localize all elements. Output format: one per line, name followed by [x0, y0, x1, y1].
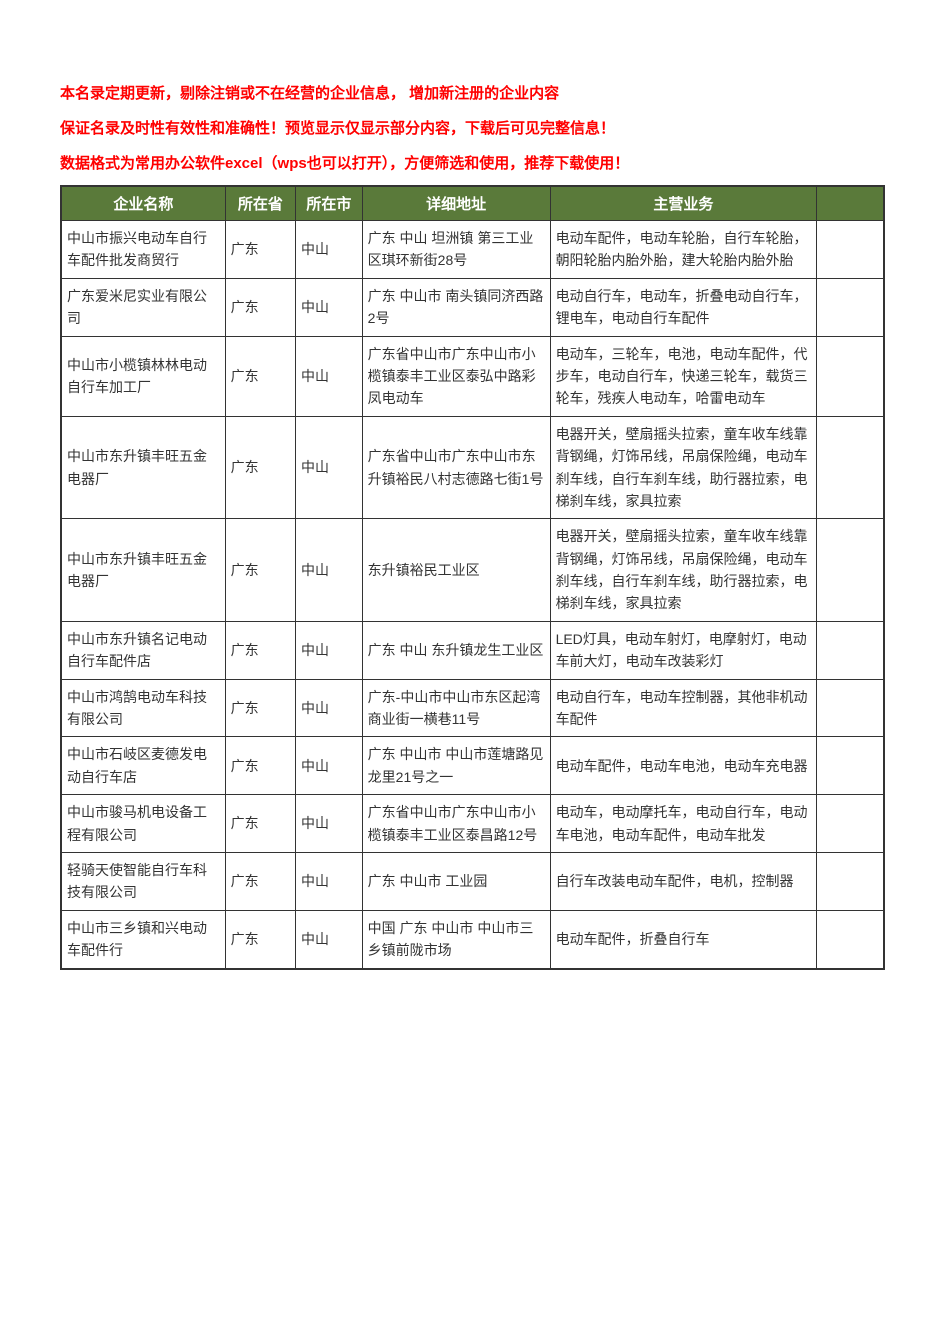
cell-name: 中山市骏马机电设备工程有限公司 — [62, 795, 226, 853]
table-row: 中山市东升镇丰旺五金电器厂广东中山广东省中山市广东中山市东升镇裕民八村志德路七街… — [62, 416, 884, 519]
cell-business: 电动车，三轮车，电池，电动车配件，代步车，电动自行车，快递三轮车，载货三轮车，残… — [550, 336, 817, 416]
cell-province: 广东 — [225, 852, 295, 910]
cell-address: 广东省中山市广东中山市东升镇裕民八村志德路七街1号 — [362, 416, 550, 519]
cell-business: 电动自行车，电动车控制器，其他非机动车配件 — [550, 679, 817, 737]
cell-address: 广东 中山市 工业园 — [362, 852, 550, 910]
cell-name: 轻骑天使智能自行车科技有限公司 — [62, 852, 226, 910]
cell-city: 中山 — [295, 278, 362, 336]
header-province: 所在省 — [225, 187, 295, 221]
table-row: 中山市骏马机电设备工程有限公司广东中山广东省中山市广东中山市小榄镇泰丰工业区泰昌… — [62, 795, 884, 853]
enterprise-table-container: 企业名称 所在省 所在市 详细地址 主营业务 中山市振兴电动车自行车配件批发商贸… — [60, 185, 885, 970]
cell-address: 广东 中山市 中山市莲塘路见龙里21号之一 — [362, 737, 550, 795]
cell-extra — [817, 278, 884, 336]
cell-city: 中山 — [295, 852, 362, 910]
cell-business: 电器开关，壁扇摇头拉索，童车收车线靠背钢绳，灯饰吊线，吊扇保险绳，电动车刹车线，… — [550, 519, 817, 622]
header-city: 所在市 — [295, 187, 362, 221]
cell-city: 中山 — [295, 795, 362, 853]
header-address: 详细地址 — [362, 187, 550, 221]
cell-extra — [817, 221, 884, 279]
cell-province: 广东 — [225, 416, 295, 519]
cell-city: 中山 — [295, 621, 362, 679]
table-header-row: 企业名称 所在省 所在市 详细地址 主营业务 — [62, 187, 884, 221]
cell-extra — [817, 852, 884, 910]
cell-province: 广东 — [225, 278, 295, 336]
cell-address: 广东 中山 坦洲镇 第三工业区琪环新街28号 — [362, 221, 550, 279]
cell-business: 电动自行车，电动车，折叠电动自行车，锂电车，电动自行车配件 — [550, 278, 817, 336]
table-row: 广东爱米尼实业有限公司广东中山广东 中山市 南头镇同济西路2号电动自行车，电动车… — [62, 278, 884, 336]
notice-line3: 数据格式为常用办公软件excel（wps也可以打开），方便筛选和使用，推荐下载使… — [60, 150, 885, 177]
table-row: 中山市东升镇名记电动自行车配件店广东中山广东 中山 东升镇龙生工业区LED灯具，… — [62, 621, 884, 679]
cell-business: 自行车改装电动车配件，电机，控制器 — [550, 852, 817, 910]
cell-name: 广东爱米尼实业有限公司 — [62, 278, 226, 336]
table-row: 中山市石岐区麦德发电动自行车店广东中山广东 中山市 中山市莲塘路见龙里21号之一… — [62, 737, 884, 795]
cell-name: 中山市东升镇丰旺五金电器厂 — [62, 519, 226, 622]
cell-name: 中山市三乡镇和兴电动车配件行 — [62, 910, 226, 968]
cell-name: 中山市东升镇丰旺五金电器厂 — [62, 416, 226, 519]
header-extra — [817, 187, 884, 221]
table-row: 中山市振兴电动车自行车配件批发商贸行广东中山广东 中山 坦洲镇 第三工业区琪环新… — [62, 221, 884, 279]
cell-extra — [817, 416, 884, 519]
cell-province: 广东 — [225, 221, 295, 279]
cell-extra — [817, 519, 884, 622]
cell-province: 广东 — [225, 336, 295, 416]
header-business: 主营业务 — [550, 187, 817, 221]
table-row: 中山市三乡镇和兴电动车配件行广东中山中国 广东 中山市 中山市三乡镇前陇市场电动… — [62, 910, 884, 968]
cell-address: 广东 中山市 南头镇同济西路2号 — [362, 278, 550, 336]
cell-extra — [817, 910, 884, 968]
cell-province: 广东 — [225, 737, 295, 795]
cell-address: 广东省中山市广东中山市小榄镇泰丰工业区泰昌路12号 — [362, 795, 550, 853]
cell-province: 广东 — [225, 519, 295, 622]
cell-extra — [817, 679, 884, 737]
cell-city: 中山 — [295, 336, 362, 416]
cell-province: 广东 — [225, 910, 295, 968]
cell-city: 中山 — [295, 519, 362, 622]
cell-province: 广东 — [225, 621, 295, 679]
cell-province: 广东 — [225, 679, 295, 737]
cell-business: 电动车配件，电动车轮胎，自行车轮胎，朝阳轮胎内胎外胎，建大轮胎内胎外胎 — [550, 221, 817, 279]
table-row: 中山市小榄镇林林电动自行车加工厂广东中山广东省中山市广东中山市小榄镇泰丰工业区泰… — [62, 336, 884, 416]
cell-extra — [817, 795, 884, 853]
cell-city: 中山 — [295, 416, 362, 519]
cell-name: 中山市鸿鹄电动车科技有限公司 — [62, 679, 226, 737]
cell-province: 广东 — [225, 795, 295, 853]
cell-city: 中山 — [295, 679, 362, 737]
enterprise-table: 企业名称 所在省 所在市 详细地址 主营业务 中山市振兴电动车自行车配件批发商贸… — [61, 186, 884, 969]
cell-name: 中山市振兴电动车自行车配件批发商贸行 — [62, 221, 226, 279]
cell-address: 东升镇裕民工业区 — [362, 519, 550, 622]
cell-business: 电器开关，壁扇摇头拉索，童车收车线靠背钢绳，灯饰吊线，吊扇保险绳，电动车刹车线，… — [550, 416, 817, 519]
table-row: 中山市鸿鹄电动车科技有限公司广东中山广东-中山市中山市东区起湾商业街一横巷11号… — [62, 679, 884, 737]
table-row: 中山市东升镇丰旺五金电器厂广东中山东升镇裕民工业区电器开关，壁扇摇头拉索，童车收… — [62, 519, 884, 622]
cell-city: 中山 — [295, 910, 362, 968]
cell-address: 广东-中山市中山市东区起湾商业街一横巷11号 — [362, 679, 550, 737]
cell-business: LED灯具，电动车射灯，电摩射灯，电动车前大灯，电动车改装彩灯 — [550, 621, 817, 679]
cell-business: 电动车，电动摩托车，电动自行车，电动车电池，电动车配件，电动车批发 — [550, 795, 817, 853]
notice-line1: 本名录定期更新，剔除注销或不在经营的企业信息， 增加新注册的企业内容 — [60, 80, 885, 107]
cell-name: 中山市东升镇名记电动自行车配件店 — [62, 621, 226, 679]
cell-extra — [817, 737, 884, 795]
cell-business: 电动车配件，折叠自行车 — [550, 910, 817, 968]
table-row: 轻骑天使智能自行车科技有限公司广东中山广东 中山市 工业园自行车改装电动车配件，… — [62, 852, 884, 910]
cell-address: 广东 中山 东升镇龙生工业区 — [362, 621, 550, 679]
header-name: 企业名称 — [62, 187, 226, 221]
cell-extra — [817, 336, 884, 416]
cell-city: 中山 — [295, 737, 362, 795]
cell-name: 中山市小榄镇林林电动自行车加工厂 — [62, 336, 226, 416]
cell-extra — [817, 621, 884, 679]
cell-name: 中山市石岐区麦德发电动自行车店 — [62, 737, 226, 795]
cell-address: 中国 广东 中山市 中山市三乡镇前陇市场 — [362, 910, 550, 968]
cell-city: 中山 — [295, 221, 362, 279]
table-body: 中山市振兴电动车自行车配件批发商贸行广东中山广东 中山 坦洲镇 第三工业区琪环新… — [62, 221, 884, 969]
cell-address: 广东省中山市广东中山市小榄镇泰丰工业区泰弘中路彩凤电动车 — [362, 336, 550, 416]
notice-line2: 保证名录及时性有效性和准确性！预览显示仅显示部分内容，下载后可见完整信息！ — [60, 115, 885, 142]
cell-business: 电动车配件，电动车电池，电动车充电器 — [550, 737, 817, 795]
